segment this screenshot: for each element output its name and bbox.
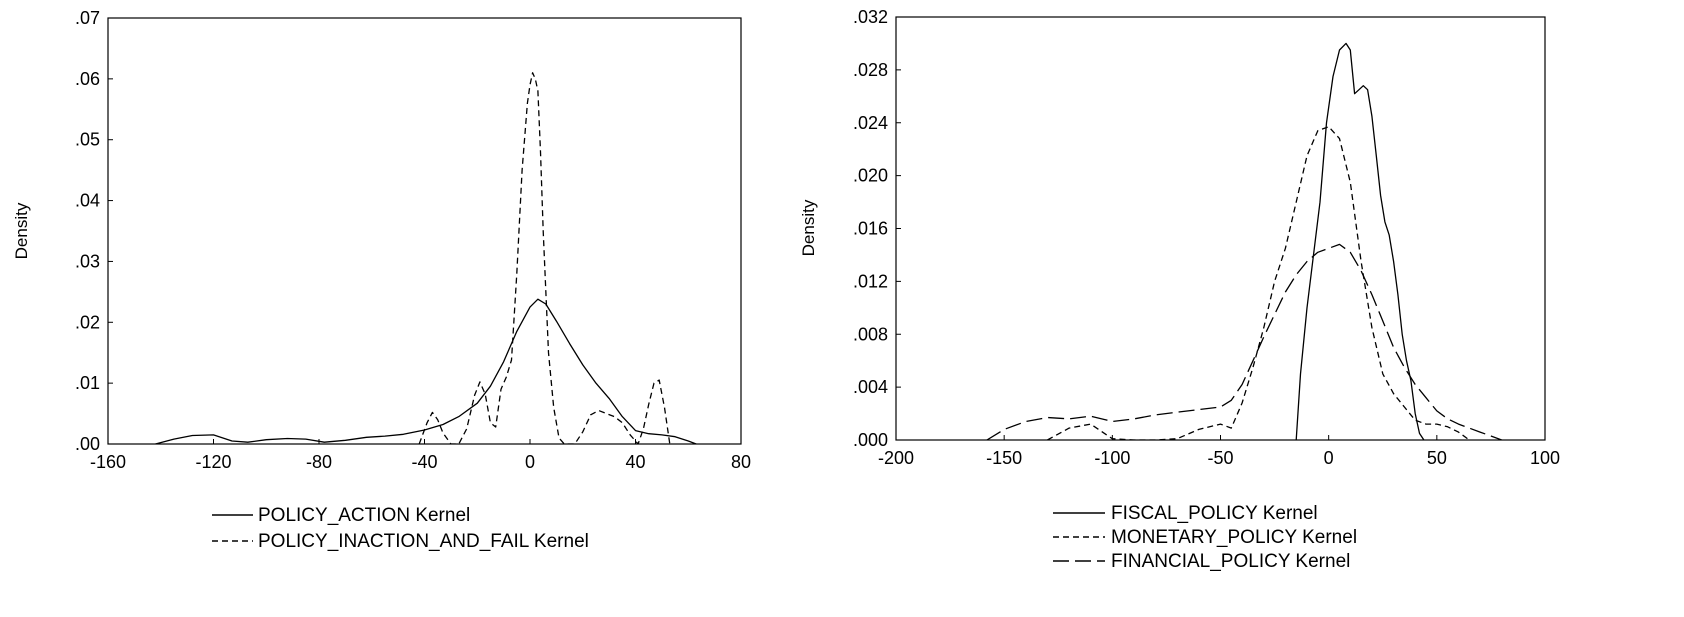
legend-label: MONETARY_POLICY Kernel xyxy=(1111,527,1357,548)
y-axis-label: Density xyxy=(12,202,31,259)
x-tick-label: -150 xyxy=(986,448,1022,468)
x-tick-label: -200 xyxy=(878,448,914,468)
x-tick-label: 0 xyxy=(525,452,535,472)
y-tick-label: .04 xyxy=(75,191,100,211)
series-line-policy-inaction-and-fail-kernel xyxy=(418,72,671,444)
plot-frame xyxy=(107,17,742,445)
y-tick-label: .02 xyxy=(75,312,100,332)
legend-label: FISCAL_POLICY Kernel xyxy=(1111,503,1318,524)
x-tick-label: -50 xyxy=(1207,448,1233,468)
y-axis-label: Density xyxy=(799,199,818,256)
y-tick-label: .012 xyxy=(853,271,888,291)
x-tick-label: -160 xyxy=(90,452,126,472)
series-line-financial-policy-kernel xyxy=(986,243,1502,440)
x-tick-label: -100 xyxy=(1094,448,1130,468)
y-tick-label: .01 xyxy=(75,373,100,393)
x-tick-label: 0 xyxy=(1324,448,1334,468)
y-tick-label: .032 xyxy=(853,7,888,27)
y-tick-label: .05 xyxy=(75,130,100,150)
y-tick-label: .028 xyxy=(853,60,888,80)
legend-label: FINANCIAL_POLICY Kernel xyxy=(1111,551,1350,572)
y-tick-label: .06 xyxy=(75,69,100,89)
y-tick-label: .07 xyxy=(75,8,100,28)
x-tick-label: 80 xyxy=(731,452,751,472)
x-tick-label: -120 xyxy=(195,452,231,472)
chart-right: .000 .004 .008 .012 .016 .020 .024 .028 .032 -200… xyxy=(799,7,1560,572)
plot-frame xyxy=(895,16,1546,441)
y-tick-label: .00 xyxy=(75,434,100,454)
y-tick-label: .008 xyxy=(853,324,888,344)
x-tick-label: 40 xyxy=(625,452,645,472)
chart-left: .00 .01 .02 .03 .04 .05 .06 .07 -160 -120 -80 -40 0 4… xyxy=(12,8,751,552)
series-line-policy-action-kernel xyxy=(155,298,697,444)
legend-label: POLICY_ACTION Kernel xyxy=(258,505,470,526)
y-tick-label: .024 xyxy=(853,113,888,133)
y-tick-label: .03 xyxy=(75,251,100,271)
series-line-monetary-policy-kernel xyxy=(1047,126,1470,440)
y-tick-label: .020 xyxy=(853,166,888,186)
x-tick-label: 50 xyxy=(1427,448,1447,468)
series-line-fiscal-policy-kernel xyxy=(1295,42,1425,440)
x-tick-label: 100 xyxy=(1530,448,1560,468)
x-tick-label: -40 xyxy=(411,452,437,472)
y-tick-label: .016 xyxy=(853,219,888,239)
y-tick-label: .004 xyxy=(853,377,888,397)
y-tick-label: .000 xyxy=(853,430,888,450)
legend-label: POLICY_INACTION_AND_FAIL Kernel xyxy=(258,531,589,552)
x-tick-label: -80 xyxy=(306,452,332,472)
